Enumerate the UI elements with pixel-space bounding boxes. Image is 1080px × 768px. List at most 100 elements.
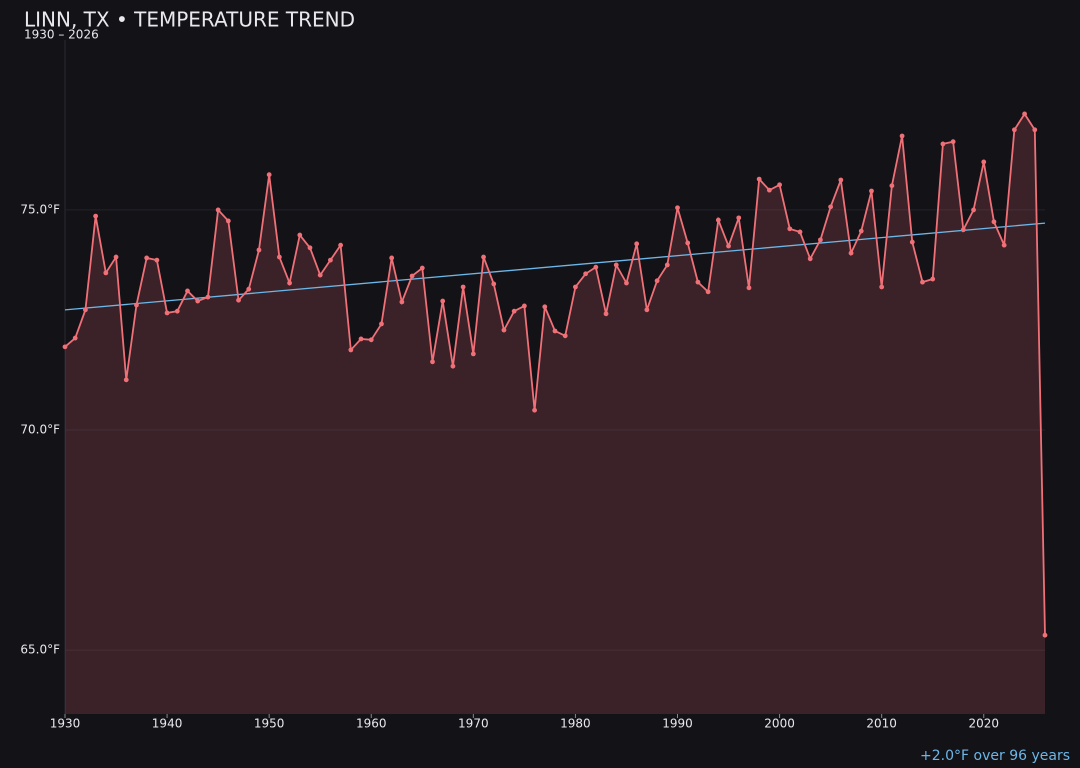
data-point — [358, 336, 364, 342]
data-point — [62, 344, 68, 350]
data-point — [144, 255, 150, 261]
y-tick-label: 75.0°F — [20, 202, 60, 216]
data-point — [807, 256, 813, 262]
data-point — [838, 177, 844, 183]
data-point — [960, 227, 966, 233]
data-point — [624, 280, 629, 286]
data-point — [797, 229, 803, 235]
data-point — [613, 262, 619, 268]
data-point — [573, 284, 578, 290]
data-point — [532, 407, 537, 413]
data-point — [409, 273, 415, 279]
data-point — [1001, 242, 1007, 248]
x-tick-label: 2020 — [968, 717, 999, 731]
data-point — [950, 139, 956, 145]
data-point — [276, 254, 282, 260]
data-point — [756, 176, 762, 182]
trend-annotation: +2.0°F over 96 years — [920, 748, 1070, 764]
data-point — [256, 247, 262, 253]
data-point — [542, 304, 548, 310]
data-point — [1011, 127, 1017, 133]
data-point — [491, 281, 497, 287]
data-point — [920, 279, 925, 285]
data-point — [562, 333, 568, 339]
x-tick-label: 1930 — [50, 717, 81, 731]
data-point — [879, 284, 885, 290]
data-point — [899, 133, 905, 139]
data-point — [297, 232, 303, 238]
data-point — [215, 207, 221, 213]
chart-title: LINN, TX • TEMPERATURE TREND — [24, 8, 355, 32]
data-point — [991, 219, 997, 225]
data-point — [460, 284, 466, 290]
area — [65, 113, 1045, 715]
data-point — [368, 337, 374, 343]
data-point — [634, 241, 640, 247]
x-tick-label: 2000 — [764, 717, 795, 731]
data-point — [113, 254, 119, 260]
data-point — [644, 307, 650, 313]
data-point — [736, 215, 742, 221]
data-point — [675, 205, 680, 211]
data-point — [246, 286, 252, 292]
data-point — [103, 270, 109, 276]
data-point — [225, 218, 231, 224]
data-point — [481, 254, 486, 260]
data-point — [858, 228, 864, 234]
data-point — [909, 239, 915, 245]
data-point — [134, 302, 139, 308]
data-point — [593, 264, 599, 270]
x-tick-label: 1970 — [458, 717, 489, 731]
data-point — [664, 262, 670, 268]
data-point — [348, 347, 354, 353]
data-point — [971, 207, 976, 213]
data-point — [307, 245, 313, 251]
data-point — [93, 213, 99, 219]
x-tick-label: 2010 — [866, 717, 897, 731]
data-point — [154, 257, 160, 263]
data-point — [940, 141, 946, 147]
data-point — [521, 303, 527, 309]
data-point — [828, 204, 834, 210]
data-point — [72, 335, 78, 341]
data-point — [787, 226, 793, 232]
data-point — [379, 321, 384, 327]
data-point — [583, 271, 589, 277]
data-point — [715, 217, 721, 223]
data-point — [328, 257, 333, 263]
data-point — [1032, 127, 1038, 133]
data-point — [654, 278, 660, 284]
data-point — [930, 276, 936, 282]
data-point — [1022, 111, 1027, 117]
data-point — [399, 299, 405, 305]
x-tick-label: 1940 — [152, 717, 183, 731]
x-tick-label: 1950 — [254, 717, 285, 731]
y-tick-label: 65.0°F — [20, 643, 60, 657]
data-point — [123, 377, 129, 383]
data-point — [746, 285, 752, 291]
data-point — [1042, 632, 1048, 638]
data-point — [174, 308, 180, 314]
data-point — [236, 297, 241, 303]
data-point — [869, 188, 874, 194]
data-point — [705, 289, 711, 295]
y-tick-label: 70.0°F — [20, 423, 60, 437]
data-point — [83, 307, 88, 313]
data-point — [777, 182, 782, 188]
data-point — [164, 310, 170, 316]
data-point — [818, 237, 823, 243]
data-point — [726, 243, 731, 249]
data-point — [430, 359, 435, 365]
data-point — [185, 288, 190, 294]
data-point — [205, 294, 211, 300]
data-point — [501, 327, 507, 333]
data-point — [389, 255, 395, 261]
data-point — [695, 279, 701, 285]
data-point — [848, 250, 854, 256]
data-point — [685, 240, 691, 246]
chart-subtitle: 1930 – 2026 — [24, 28, 99, 42]
data-point — [450, 363, 456, 369]
data-point — [440, 298, 446, 304]
